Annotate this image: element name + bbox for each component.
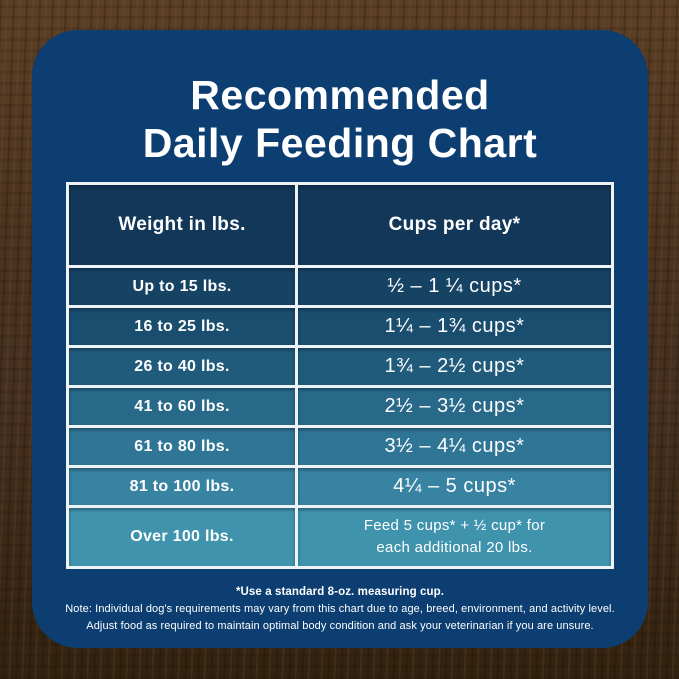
weight-cell: 81 to 100 lbs. (69, 468, 295, 505)
cups-cell: Feed 5 cups* + ½ cup* for each additional… (298, 508, 611, 566)
weight-cell: 41 to 60 lbs. (69, 388, 295, 425)
cups-cell-line: 2½ – 3½ cups* (384, 395, 525, 417)
weight-cell: 16 to 25 lbs. (69, 308, 295, 345)
cups-cell-line: 1¼ – 1¾ cups* (384, 315, 525, 337)
title-line-1: Recommended (190, 72, 490, 118)
cups-cell-line: 4¼ – 5 cups* (393, 475, 516, 497)
cups-cell: 4¼ – 5 cups* (298, 468, 611, 505)
cups-cell-line: each additional 20 lbs. (376, 539, 533, 556)
cups-cell: ½ – 1 ¼ cups* (298, 268, 611, 305)
footnote-adjust-line: Adjust food as required to maintain opti… (86, 619, 594, 632)
weight-cell: 26 to 40 lbs. (69, 348, 295, 385)
cups-cell: 1¾ – 2½ cups* (298, 348, 611, 385)
feeding-chart-card: Recommended Daily Feeding Chart Weight i… (32, 30, 648, 648)
page-title: Recommended Daily Feeding Chart (32, 72, 648, 168)
cups-cell-line: Feed 5 cups* + ½ cup* for (363, 517, 546, 535)
footnote-measuring-cup: *Use a standard 8-oz. measuring cup. (235, 586, 445, 598)
weight-cell: 61 to 80 lbs. (69, 428, 295, 465)
footnote-note-line: Note: Individual dog's requirements may … (65, 603, 615, 616)
cups-cell: 1¼ – 1¾ cups* (298, 308, 611, 345)
footnote: *Use a standard 8-oz. measuring cup. Not… (32, 584, 648, 634)
cups-cell-line: 1¾ – 2½ cups* (384, 355, 525, 377)
cups-cell-line: ½ – 1 ¼ cups* (387, 275, 522, 297)
weight-cell: Up to 15 lbs. (69, 268, 295, 305)
cups-cell: 2½ – 3½ cups* (298, 388, 611, 425)
cups-cell-line: 3½ – 4¼ cups* (384, 435, 525, 457)
weight-cell: Over 100 lbs. (69, 508, 295, 566)
column-header-weight: Weight in lbs. (69, 185, 295, 265)
title-line-2: Daily Feeding Chart (142, 119, 538, 166)
cups-cell: 3½ – 4¼ cups* (298, 428, 611, 465)
column-header-cups: Cups per day* (298, 185, 611, 265)
feeding-table: Weight in lbs. Cups per day* Up to 15 lb… (66, 182, 614, 569)
